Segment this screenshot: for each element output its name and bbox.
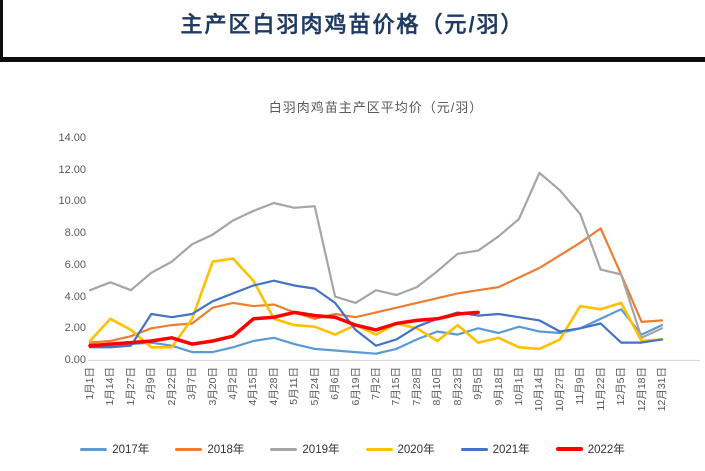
legend-line-swatch xyxy=(555,447,583,451)
legend-item-2019年: 2019年 xyxy=(270,441,340,457)
x-tick-label: 4月28日 xyxy=(267,367,280,406)
legend-label: 2019年 xyxy=(302,444,340,456)
chart-title: 白羽肉鸡苗主产区平均价（元/羽） xyxy=(268,100,484,115)
x-tick-label: 1月14日 xyxy=(104,367,117,406)
x-tick-label: 2月9日 xyxy=(145,367,158,400)
x-tick-label: 1月27日 xyxy=(124,367,137,406)
x-tick-label: 12月31日 xyxy=(656,367,668,412)
y-tick-label: 10.00 xyxy=(58,195,86,208)
legend-item-2020年: 2020年 xyxy=(365,441,435,457)
series-line-2020年 xyxy=(88,257,664,351)
x-tick-label: 5月24日 xyxy=(308,367,321,406)
x-tick-label: 3月20日 xyxy=(206,367,219,406)
legend-item-2018年: 2018年 xyxy=(175,441,244,457)
x-tick-label: 11月22日 xyxy=(594,367,607,411)
y-tick-label: 6.00 xyxy=(64,258,86,271)
x-tick-label: 4月2日 xyxy=(227,367,239,400)
x-tick-label: 10月1日 xyxy=(513,367,525,406)
x-tick-label: 6月6日 xyxy=(329,367,342,400)
y-tick-label: 14.00 xyxy=(58,132,86,144)
y-tick-label: 0.00 xyxy=(64,354,86,366)
y-tick-label: 2.00 xyxy=(64,322,86,335)
legend-item-2022年: 2022年 xyxy=(555,441,625,457)
y-tick-label: 12.00 xyxy=(58,163,86,176)
x-tick-label: 2月22日 xyxy=(165,367,178,406)
legend-item-2021年: 2021年 xyxy=(460,441,530,457)
x-tick-label: 1月1日 xyxy=(84,367,96,400)
x-tick-label: 8月23日 xyxy=(451,367,464,406)
series-line-2019年 xyxy=(88,171,664,339)
x-tick-label: 12月18日 xyxy=(635,367,648,412)
legend-line-swatch xyxy=(365,447,393,451)
legend-label: 2020年 xyxy=(397,444,435,456)
x-tick-label: 12月5日 xyxy=(615,367,628,406)
x-tick-label: 9月5日 xyxy=(472,367,485,400)
x-tick-label: 5月11日 xyxy=(288,367,301,405)
legend-label: 2022年 xyxy=(587,444,625,456)
x-tick-label: 9月18日 xyxy=(492,367,505,406)
x-tick-label: 4月15日 xyxy=(247,367,260,406)
x-tick-label: 7月2日 xyxy=(370,367,382,400)
legend-label: 2018年 xyxy=(207,444,245,456)
y-tick-label: 8.00 xyxy=(64,227,86,240)
legend-item-2017年: 2017年 xyxy=(80,441,149,457)
legend-line-swatch xyxy=(175,447,203,451)
x-tick-label: 8月10日 xyxy=(431,367,444,406)
left-edge-bar xyxy=(0,0,3,62)
x-tick-label: 7月28日 xyxy=(410,367,423,406)
page-title: 主产区白羽肉鸡苗价格（元/羽） xyxy=(180,12,525,37)
legend-label: 2021年 xyxy=(492,444,530,456)
series-line-2018年 xyxy=(88,227,664,344)
x-tick-label: 6月19日 xyxy=(349,367,362,406)
legend-line-swatch xyxy=(270,447,298,451)
legend-line-swatch xyxy=(460,447,488,451)
x-tick-label: 10月14日 xyxy=(533,367,546,412)
legend-line-swatch xyxy=(80,447,108,451)
x-tick-label: 11月9日 xyxy=(574,367,587,405)
x-tick-label: 7月15日 xyxy=(390,367,403,406)
series-line-2022年 xyxy=(88,310,480,348)
y-tick-label: 4.00 xyxy=(64,290,86,303)
chart-legend: 2017年 2018年 2019年 2020年 2021年 2022年 xyxy=(0,441,705,457)
series-line-2021年 xyxy=(88,279,664,349)
x-tick-label: 10月27日 xyxy=(553,367,566,412)
x-tick-label: 3月7日 xyxy=(186,367,199,400)
legend-label: 2017年 xyxy=(112,444,150,456)
title-underline-rule xyxy=(0,57,705,62)
